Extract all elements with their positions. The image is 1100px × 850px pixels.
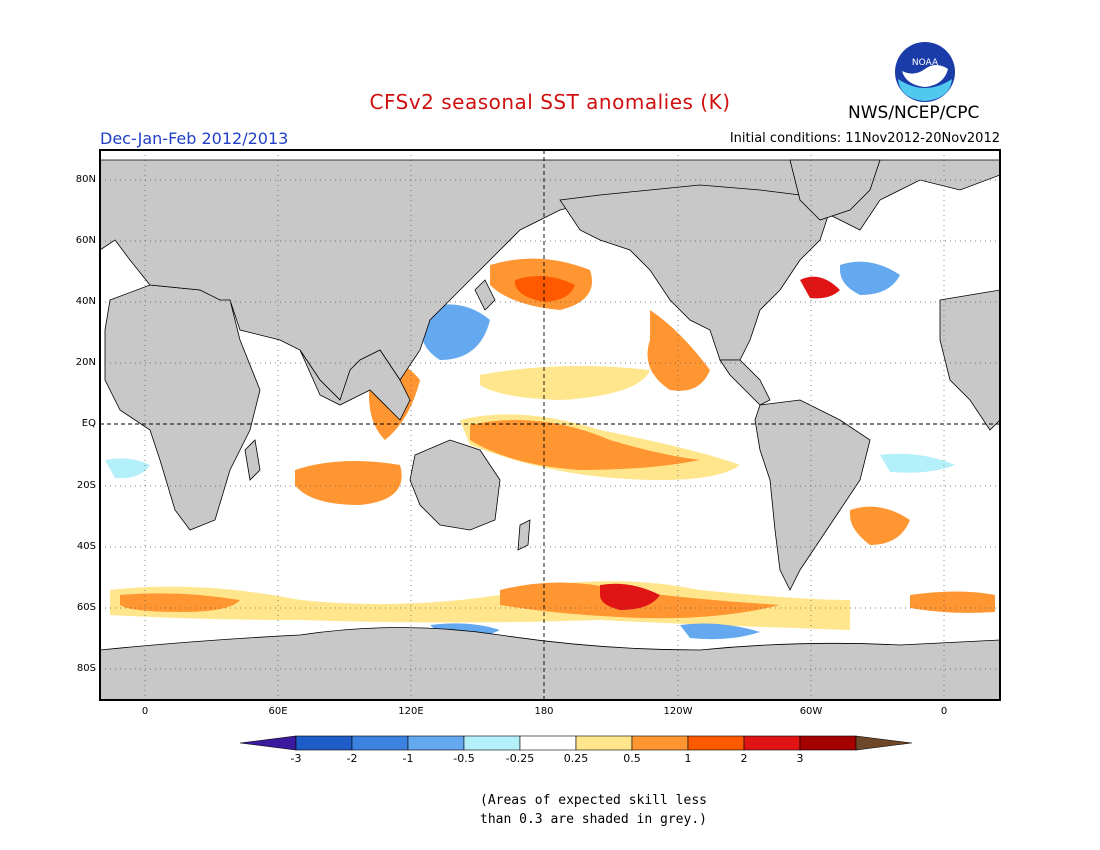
noaa-logo: NOAA	[895, 42, 955, 102]
colorbar-swatch	[799, 735, 857, 751]
skill-note-line2: than 0.3 are shaded in grey.)	[480, 812, 707, 827]
colorbar-label: 2	[740, 752, 748, 765]
colorbar-swatch	[351, 735, 409, 751]
colorbar-swatch	[687, 735, 745, 751]
lon-label: 120W	[663, 706, 693, 717]
colorbar-swatch	[631, 735, 689, 751]
map-title: CFSv2 seasonal SST anomalies (K)	[369, 90, 731, 114]
lat-label: 20S	[76, 480, 96, 491]
colorbar-arrow-high	[855, 735, 913, 751]
antarctica-landmass	[100, 627, 1000, 700]
colorbar-swatch	[463, 735, 521, 751]
lon-label: 60E	[268, 706, 288, 717]
colorbar-label: 0.5	[623, 752, 641, 765]
madagascar-landmass	[244, 439, 261, 481]
lon-label: 0	[141, 706, 149, 717]
lat-label: 80S	[76, 663, 96, 674]
lat-label: 20N	[75, 357, 96, 368]
agency-label: NWS/NCEP/CPC	[848, 103, 980, 123]
colorbar-label: -0.5	[453, 752, 475, 765]
north-america-landmass	[559, 184, 831, 361]
colorbar-label: 3	[796, 752, 804, 765]
greenland-landmass	[789, 159, 881, 221]
japan-landmass	[474, 279, 496, 311]
lat-label: EQ	[81, 418, 96, 429]
colorbar-swatch	[519, 735, 577, 751]
skill-note-line1: (Areas of expected skill less	[480, 793, 707, 808]
lat-label: 60N	[75, 235, 96, 246]
lon-label: 180	[534, 706, 554, 717]
colorbar-swatch	[407, 735, 465, 751]
lat-label: 40N	[75, 296, 96, 307]
colorbar-label: -2	[346, 752, 358, 765]
colorbar-label: 0.25	[563, 752, 589, 765]
africa-landmass-east	[939, 289, 1000, 431]
map-frame	[99, 149, 1001, 701]
colorbar-label: -3	[290, 752, 302, 765]
lat-label: 60S	[76, 602, 96, 613]
equator-dateline	[100, 150, 1000, 700]
lon-label: 60W	[799, 706, 823, 717]
gridlines	[100, 150, 1000, 700]
lat-label: 80N	[75, 174, 96, 185]
south-america-landmass	[754, 399, 871, 591]
colorbar-label: 1	[684, 752, 692, 765]
lon-label: 120E	[398, 706, 424, 717]
initial-conditions-label: Initial conditions: 11Nov2012-20Nov2012	[729, 131, 1000, 146]
colorbar	[239, 735, 913, 751]
logo-text: NOAA	[912, 58, 939, 68]
colorbar-swatch	[295, 735, 353, 751]
colorbar-swatch	[575, 735, 633, 751]
lon-label: 0	[940, 706, 948, 717]
season-label: Dec-Jan-Feb 2012/2013	[100, 129, 289, 148]
land	[100, 159, 1000, 700]
colorbar-label: -1	[402, 752, 414, 765]
lat-label: 40S	[76, 541, 96, 552]
australia-landmass	[409, 439, 501, 531]
new-zealand-landmass	[517, 519, 531, 551]
colorbar-label: -0.25	[505, 752, 535, 765]
south-asia-landmass	[299, 349, 411, 421]
colorbar-arrow-low	[239, 735, 297, 751]
anomaly-fields	[105, 183, 995, 640]
central-america-landmass	[719, 359, 771, 406]
colorbar-swatch	[743, 735, 801, 751]
